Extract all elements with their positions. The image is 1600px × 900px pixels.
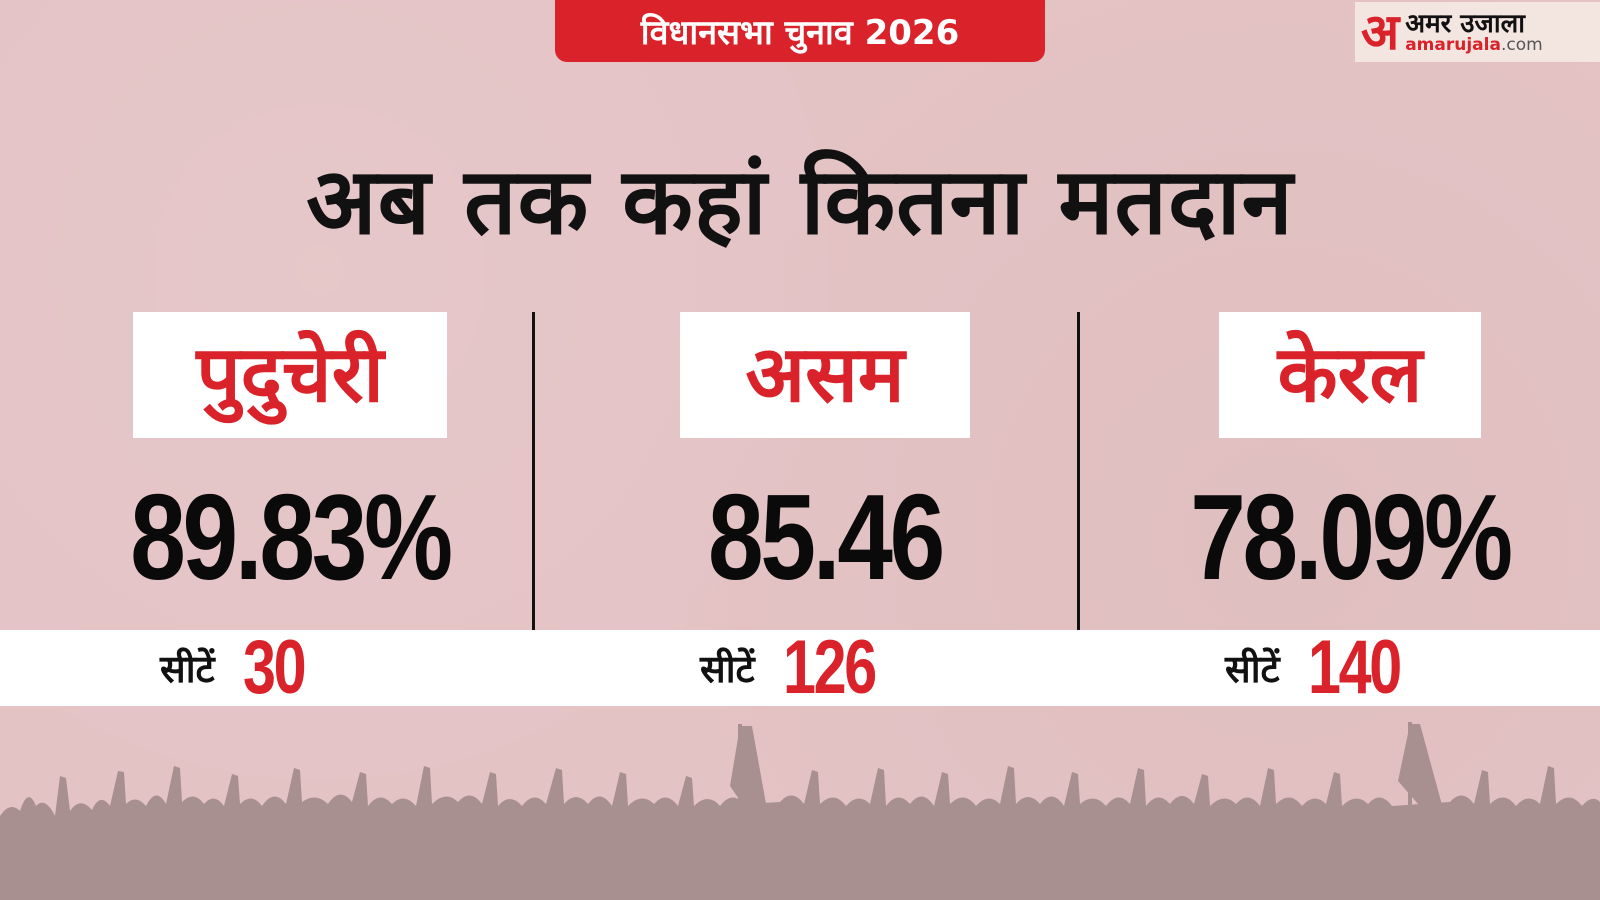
column-divider [532,312,535,630]
crowd-silhouette-icon [0,722,1600,900]
seats-label: सीटें [700,647,755,691]
state-name: पुदुचेरी [196,330,384,420]
turnout-percentage: 78.09% [1190,469,1513,605]
state-name: केरल [1277,330,1423,420]
logo-text: अमर उजाला amarujala.com [1405,11,1542,54]
state-name: असम [745,330,905,420]
election-badge-text: विधानसभा चुनाव 2026 [640,13,960,53]
seats-count: 126 [782,625,877,710]
logo-mark-icon: अ [1361,3,1400,61]
logo-hindi-name: अमर उजाला [1405,8,1525,39]
turnout-percentage: 85.46 [708,469,945,605]
state-name-box: असम [680,312,970,438]
seats-assam: सीटें 126 [700,630,901,706]
logo-url-suffix: .com [1500,34,1543,55]
seats-label: सीटें [160,647,215,691]
seats-count: 30 [242,625,307,710]
state-name-box: पुदुचेरी [133,312,447,438]
seats-kerala: सीटें 140 [1225,630,1426,706]
state-card-assam: असम 85.46 [600,312,1050,598]
amar-ujala-logo: अ अमर उजाला amarujala.com [1355,2,1600,62]
state-card-puducherry: पुदुचेरी 89.83% [60,312,520,598]
seats-label: सीटें [1225,647,1280,691]
election-badge: विधानसभा चुनाव 2026 [555,0,1045,62]
seats-puducherry: सीटें 30 [160,630,321,706]
column-divider [1077,312,1080,630]
logo-url-main: amarujala [1405,34,1501,55]
state-name-box: केरल [1219,312,1481,438]
seats-band [0,630,1600,706]
page-title: अब तक कहां कितना मतदान [306,148,1294,255]
state-card-kerala: केरल 78.09% [1130,312,1570,598]
logo-url: amarujala.com [1405,34,1543,55]
seats-count: 140 [1307,625,1402,710]
turnout-percentage: 89.83% [130,469,453,605]
